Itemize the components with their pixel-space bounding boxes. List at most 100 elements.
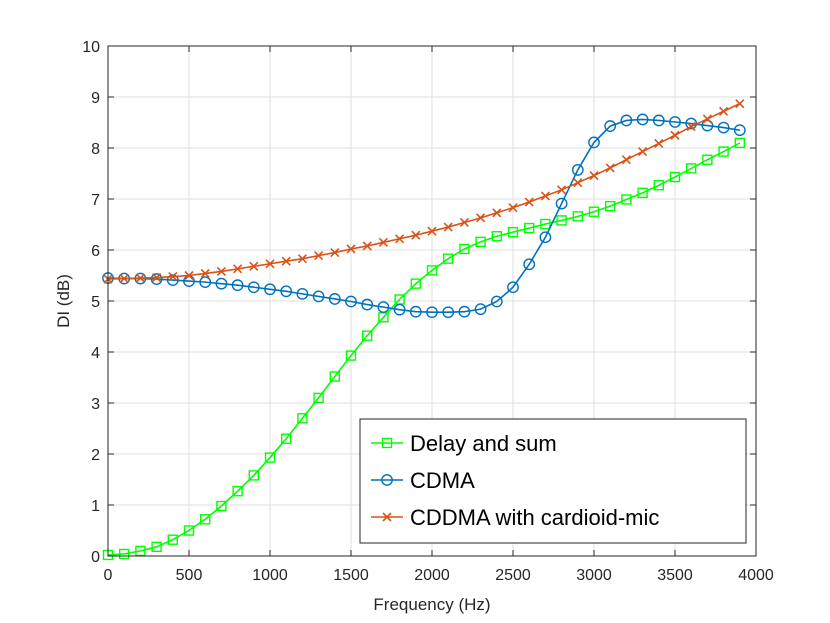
data-point	[492, 208, 502, 218]
data-point	[475, 236, 486, 248]
data-point	[345, 350, 357, 361]
x-tick-label: 3500	[657, 567, 693, 584]
legend-entry: CDMA	[371, 468, 475, 493]
series-line	[107, 102, 741, 280]
data-point	[199, 514, 211, 525]
x-tick-label: 4000	[738, 567, 774, 584]
data-point	[507, 281, 519, 294]
data-point	[686, 163, 697, 174]
y-tick-label: 8	[91, 141, 100, 158]
data-point	[636, 113, 649, 126]
data-point	[524, 222, 535, 234]
series-layer	[102, 99, 746, 561]
data-point	[135, 545, 146, 557]
y-axis-title: DI (dB)	[54, 274, 73, 328]
y-tick-label: 3	[91, 396, 100, 413]
data-point	[523, 258, 536, 271]
data-point	[249, 261, 259, 271]
data-point	[361, 298, 374, 311]
data-point	[199, 276, 212, 289]
series-line	[107, 142, 741, 556]
x-tick-label: 1000	[252, 567, 288, 584]
data-point	[557, 185, 567, 195]
data-point	[621, 194, 632, 205]
data-point	[232, 486, 243, 497]
series-cdma	[102, 113, 746, 319]
data-point	[377, 301, 390, 314]
data-point	[166, 274, 179, 286]
data-point	[669, 116, 681, 128]
data-point	[378, 237, 388, 247]
data-point	[152, 272, 162, 283]
data-point	[281, 256, 291, 266]
data-point	[393, 303, 406, 316]
legend: Delay and sum CDMA CDDMA with cardioid-mic	[359, 418, 747, 544]
series-cddma-with-cardioid-mic	[103, 99, 745, 284]
data-point	[296, 287, 309, 300]
data-point	[442, 306, 455, 319]
data-point	[588, 136, 600, 149]
data-point	[605, 163, 615, 173]
data-point	[474, 303, 487, 316]
data-point	[702, 114, 712, 124]
data-point	[572, 211, 583, 222]
x-tick-label: 3000	[576, 567, 612, 584]
legend-label: Delay and sum	[410, 431, 557, 456]
data-point	[540, 218, 551, 230]
x-tick-label: 0	[104, 567, 113, 584]
data-point	[539, 231, 552, 244]
x-tick-label: 1500	[333, 567, 369, 584]
data-point	[248, 470, 260, 481]
data-point	[735, 99, 745, 109]
data-point	[328, 293, 341, 305]
data-point	[508, 203, 518, 213]
data-point	[589, 170, 599, 181]
y-tick-label: 4	[91, 345, 100, 362]
data-point	[686, 122, 696, 132]
data-point	[281, 433, 292, 444]
x-tick-label: 2000	[414, 567, 450, 584]
data-point	[329, 371, 340, 382]
data-point	[395, 234, 405, 244]
x-tick-label: 500	[176, 567, 203, 584]
data-point	[200, 268, 210, 279]
data-point	[411, 230, 421, 240]
data-point	[588, 206, 600, 217]
data-point	[733, 124, 746, 137]
data-point	[135, 273, 145, 283]
data-point	[620, 114, 633, 127]
data-point	[215, 277, 228, 290]
data-point	[168, 271, 178, 282]
data-point	[264, 283, 276, 296]
data-point	[669, 171, 681, 183]
data-point	[718, 146, 729, 157]
legend-swatch-marker	[381, 474, 393, 486]
data-point	[409, 305, 422, 318]
data-point	[410, 278, 421, 289]
y-tick-label: 6	[91, 243, 100, 260]
data-point	[362, 241, 372, 251]
data-point	[459, 217, 469, 228]
legend-swatch-marker	[381, 437, 393, 449]
data-point	[638, 147, 648, 157]
data-point	[426, 306, 438, 319]
data-point	[605, 200, 616, 212]
data-point	[247, 281, 260, 294]
data-point	[443, 222, 453, 232]
data-point	[604, 120, 617, 132]
data-point	[476, 213, 486, 223]
data-point	[734, 137, 745, 149]
data-point	[555, 197, 568, 210]
data-point	[183, 525, 195, 536]
data-point	[184, 270, 194, 281]
data-point	[231, 279, 244, 292]
data-point	[459, 243, 470, 255]
series-delay-and-sum	[102, 137, 745, 561]
y-tick-label: 9	[91, 90, 100, 107]
data-point	[314, 251, 324, 261]
data-point	[345, 295, 357, 308]
data-point	[313, 392, 324, 404]
y-tick-label: 2	[91, 447, 100, 464]
data-point	[265, 259, 275, 269]
data-point	[573, 178, 583, 188]
